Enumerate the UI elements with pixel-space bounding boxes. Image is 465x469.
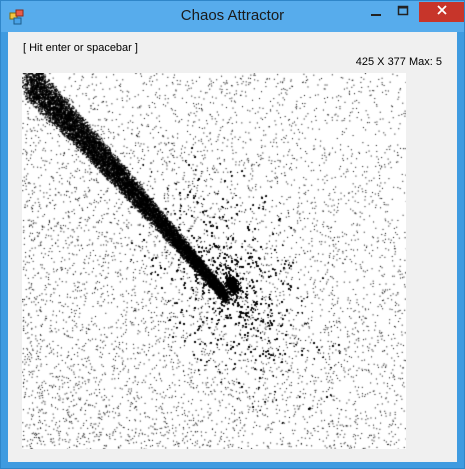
stats-label: 425 X 377 Max: 5 <box>355 56 442 68</box>
hint-label: [ Hit enter or spacebar ] <box>23 42 138 54</box>
attractor-plot <box>22 73 406 449</box>
maximize-button[interactable] <box>390 2 416 24</box>
minimize-button[interactable] <box>363 2 389 24</box>
client-area: [ Hit enter or spacebar ] 425 X 377 Max:… <box>8 32 457 462</box>
window-title: Chaos Attractor <box>180 7 285 24</box>
minimize-icon <box>370 4 382 22</box>
close-button[interactable] <box>419 2 464 22</box>
attractor-canvas[interactable] <box>22 73 406 449</box>
app-icon[interactable] <box>9 9 25 25</box>
close-icon <box>436 3 448 21</box>
title-bar[interactable]: Chaos Attractor <box>1 1 464 32</box>
maximize-icon <box>397 4 409 22</box>
